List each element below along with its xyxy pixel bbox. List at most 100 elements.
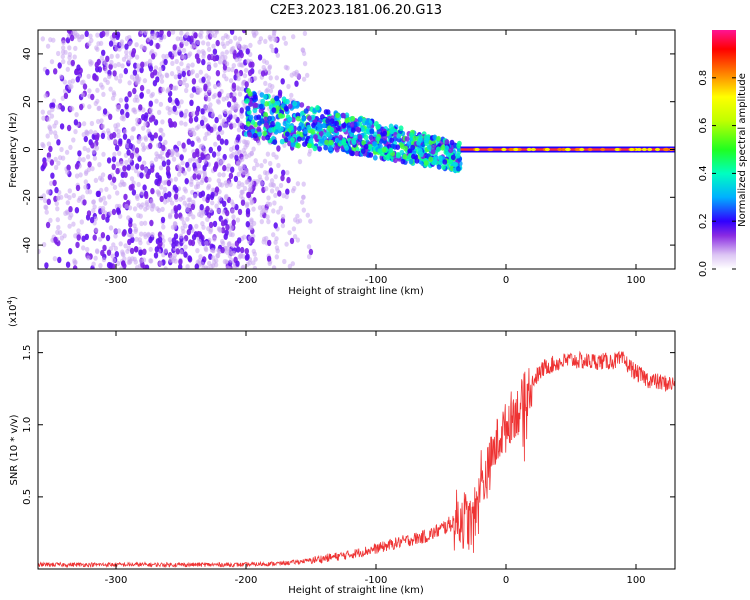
spectrogram-cell [181, 142, 186, 149]
spectrogram-cell [276, 162, 281, 169]
spectrogram-cell [402, 153, 408, 160]
spectrogram-cell [176, 65, 181, 72]
spectrogram-cell [264, 60, 270, 66]
spectrogram-cell [139, 92, 144, 99]
spectrogram-cell [251, 146, 256, 152]
spectrogram-cell [66, 124, 72, 132]
spectrogram-cell [253, 158, 258, 164]
spectrogram-cell [93, 255, 98, 261]
spectrogram-cell [91, 149, 97, 155]
spectrogram-cell [206, 193, 211, 201]
spectrogram-cell [360, 126, 365, 132]
spectrogram-cell [274, 245, 280, 251]
spectrogram-cell [403, 145, 408, 152]
spectrogram-cell [273, 47, 279, 54]
spectrogram-cell [325, 109, 331, 115]
spectrogram-cell [167, 96, 173, 103]
spectrogram-cell [107, 174, 113, 181]
spectrogram-cell [93, 130, 98, 136]
spectrogram-cell [250, 61, 255, 68]
spectrogram-cell [444, 139, 450, 145]
spectrogram-cell [237, 91, 243, 97]
spectrogram-cell [161, 160, 167, 167]
spectrogram-cell [234, 139, 239, 145]
spectrogram-cell [275, 100, 281, 107]
spectrogram-cell [271, 265, 277, 269]
spectrogram-cell [410, 144, 416, 151]
spectrogram-cell [178, 196, 183, 202]
spectrogram-cell [126, 215, 131, 221]
spectrogram-cell [96, 118, 101, 125]
spectrogram-cell [282, 258, 287, 265]
spectrogram-cell [72, 54, 77, 60]
spectrogram-cell [262, 94, 268, 100]
spectrogram-cell [137, 237, 142, 243]
spectrogram-cell [448, 147, 454, 154]
spectrogram-cell [219, 182, 225, 188]
spectrogram-cell [67, 55, 72, 61]
spectrogram-cell [86, 167, 92, 173]
spectrogram-cell [223, 233, 228, 240]
spectrogram-cell [186, 166, 192, 172]
spectrogram-cell [138, 104, 143, 111]
spectrogram-cell [46, 152, 52, 159]
spectrogram-cell [227, 110, 233, 116]
spectrogram-cell [52, 256, 58, 262]
spectrogram-cell [259, 219, 264, 225]
spectrogram-cell [192, 193, 198, 199]
spectrogram-cell [52, 179, 57, 187]
spectrogram-cell [222, 259, 228, 265]
spectrogram-cell [214, 186, 220, 193]
y-tick-label: 0.5 [22, 489, 33, 505]
spectrogram-cell [47, 124, 52, 130]
spectrogram-cell [261, 64, 266, 71]
spectrogram-cell [251, 260, 256, 266]
spectrogram-cell [48, 145, 53, 153]
spectrogram-cell [220, 35, 226, 41]
spectrogram-cell [265, 214, 270, 220]
spectrogram-cell [202, 103, 208, 110]
spectrogram-cell [65, 261, 71, 268]
spectrogram-cell [224, 49, 229, 55]
spectrogram-cell [142, 184, 147, 191]
spectrogram-cell [244, 203, 250, 209]
spectrogram-cell [201, 224, 206, 230]
spectrogram-cell [40, 36, 45, 42]
spectrogram-cell [211, 255, 216, 261]
spectrogram-cell [129, 232, 134, 238]
spectrogram-cell [139, 190, 145, 196]
spectrogram-cell [121, 230, 127, 237]
spectrogram-cell [214, 162, 219, 170]
spectrogram-cell [199, 204, 204, 211]
spectrogram-cell [166, 30, 172, 37]
spectrogram-cell [202, 164, 207, 172]
spectrogram-cell [112, 41, 117, 48]
spectrogram-cell [124, 203, 129, 209]
spectrogram-cell [162, 34, 167, 40]
spectrogram-cell [178, 258, 183, 265]
spectrogram-cell [221, 73, 227, 79]
spectrogram-cell [238, 120, 243, 126]
spectrogram-cell [313, 134, 318, 140]
spectrogram-cell [122, 256, 127, 262]
spectrogram-cell [662, 147, 668, 152]
spectrogram-cell [108, 113, 113, 121]
spectrogram-cell [220, 55, 225, 61]
y-tick-label: 1.0 [22, 417, 33, 433]
spectrogram-cell [329, 118, 335, 124]
spectrogram-cell [46, 189, 51, 195]
spectrogram-cell [260, 70, 266, 77]
spectrogram-cell [280, 213, 286, 220]
spectrogram-cell [65, 37, 71, 44]
spectrogram-cell [237, 208, 243, 216]
spectrogram-cell [200, 143, 205, 149]
spectrogram-cell [242, 185, 248, 192]
spectrogram-cell [230, 67, 235, 73]
spectrogram-cell [118, 213, 123, 219]
spectrogram-x-label: Height of straight line (km) [288, 286, 424, 297]
spectrogram-cell [50, 107, 55, 113]
spectrogram-y-ticks: -40 -20 0 20 40 [22, 48, 675, 253]
spectrogram-cell [186, 63, 191, 69]
spectrogram-cell [197, 211, 202, 218]
